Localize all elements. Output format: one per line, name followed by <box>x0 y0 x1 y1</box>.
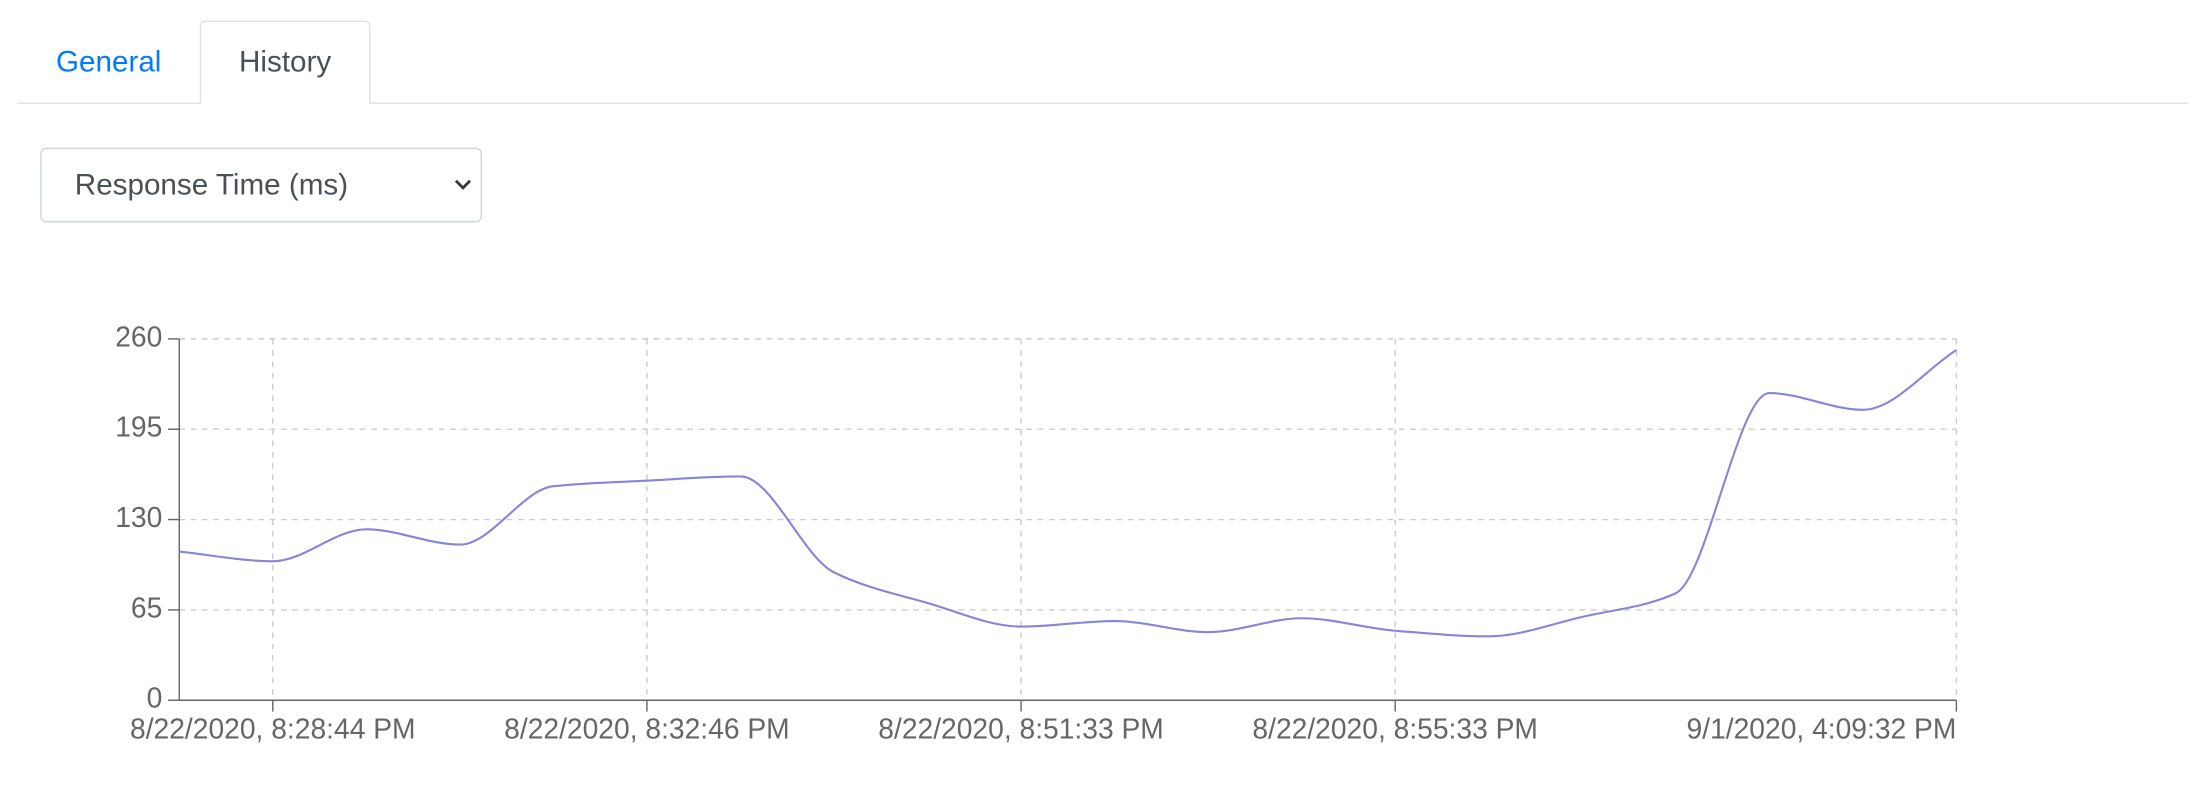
select-chevron <box>454 179 472 190</box>
y-tick-label: 260 <box>115 320 162 352</box>
active-tab[interactable] <box>199 20 371 104</box>
select-label: Response Time (ms) <box>75 168 348 201</box>
x-tick-label: 8/22/2020, 8:32:46 PM <box>504 713 790 745</box>
y-tick-label: 130 <box>115 501 162 533</box>
y-tick-label: 0 <box>147 682 163 714</box>
y-tick-label: 65 <box>131 591 162 623</box>
tab[interactable]: General <box>56 45 161 78</box>
tab[interactable]: History <box>239 45 331 78</box>
y-tick-label: 195 <box>115 411 162 443</box>
x-tick-label: 8/22/2020, 8:28:44 PM <box>130 713 416 745</box>
x-tick-label: 9/1/2020, 4:09:32 PM <box>1687 713 1957 745</box>
select[interactable] <box>40 147 483 223</box>
line <box>179 349 1957 638</box>
x-tick-label: 8/22/2020, 8:51:33 PM <box>878 713 1164 745</box>
x-tick-label: 8/22/2020, 8:55:33 PM <box>1252 713 1538 745</box>
